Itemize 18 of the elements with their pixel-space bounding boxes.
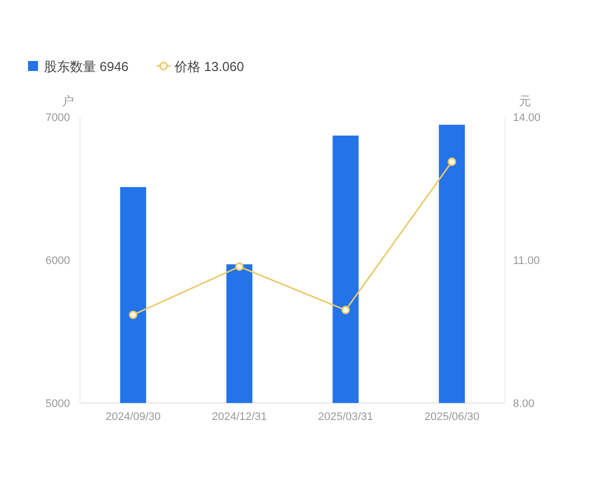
point <box>235 262 244 271</box>
x-tick-label: 2024/09/30 <box>106 411 161 423</box>
point <box>128 310 138 320</box>
y-tick-label: 5000 <box>46 398 70 410</box>
y-tick-label: 7000 <box>46 112 70 124</box>
y2-tick-label: 14.00 <box>513 112 541 124</box>
x-tick-label: 2025/06/30 <box>424 411 480 423</box>
y2-axis-title: 元 <box>519 94 531 108</box>
x-tick-label: 2025/03/31 <box>318 411 374 423</box>
y-axis-title: 户 <box>62 94 74 108</box>
point <box>448 158 456 166</box>
legend-label: 价格 13.060 <box>174 59 244 74</box>
y-tick-label: 6000 <box>46 255 70 267</box>
point <box>341 306 350 314</box>
y2-tick-label: 11.00 <box>513 255 540 267</box>
x-tick-label: 2024/12/31 <box>212 411 267 423</box>
legend-label: 股东数量 6946 <box>44 59 129 74</box>
y2-tick-label: 8.00 <box>513 398 534 410</box>
